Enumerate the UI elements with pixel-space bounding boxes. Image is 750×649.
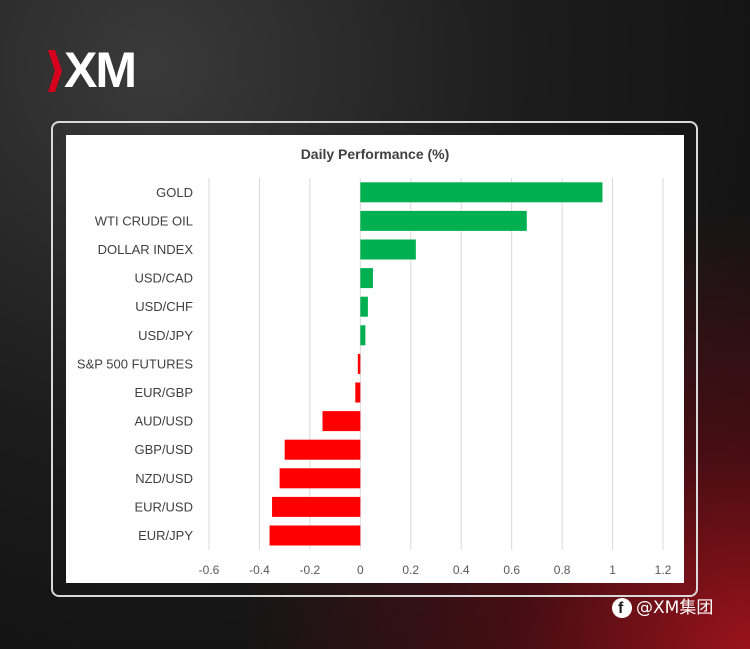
x-tick-label: -0.4 [249,563,270,577]
category-label: USD/CHF [135,299,193,314]
bar [357,353,361,374]
weibo-icon [612,597,632,621]
bar [360,325,366,346]
chart-frame [51,121,698,597]
bar [279,468,361,489]
category-label: USD/CAD [134,271,193,286]
daily-performance-chart: Daily Performance (%) GOLD WTI CRUDE OIL D… [77,146,672,577]
bar [284,439,361,460]
category-label: AUD/USD [134,414,193,429]
category-label: USD/JPY [138,328,193,343]
chart-title: Daily Performance (%) [301,146,450,162]
bar [360,268,373,289]
bar [269,525,361,546]
category-label: EUR/JPY [138,528,193,543]
x-tick-label: 0.2 [402,563,419,577]
category-label: S&P 500 FUTURES [77,356,193,371]
bar [355,382,361,403]
xm-logo-mark-icon [48,50,62,92]
x-tick-label: 1 [609,563,616,577]
bar [360,210,527,231]
xm-logo-text: XM [64,42,137,98]
category-label: GBP/USD [134,442,193,457]
x-tick-label: 0 [357,563,364,577]
category-label: GOLD [156,185,193,200]
x-tick-label: 1.2 [655,563,672,577]
category-label: NZD/USD [135,471,193,486]
x-tick-label: 0.8 [554,563,571,577]
bar [360,182,603,203]
category-label: EUR/USD [134,499,193,514]
bar [360,239,416,260]
bar [322,411,361,432]
category-label: DOLLAR INDEX [98,242,194,257]
weibo-watermark: @XM集团 [612,596,714,621]
x-tick-label: 0.6 [503,563,520,577]
x-tick-label: 0.4 [453,563,470,577]
xm-logo: XM [48,42,158,98]
bar [360,296,368,317]
x-tick-label: -0.2 [300,563,321,577]
watermark-text: @XM集团 [636,598,714,618]
bar [272,496,361,517]
category-label: WTI CRUDE OIL [95,213,193,228]
x-tick-label: -0.6 [199,563,220,577]
chart-panel: Daily Performance (%) GOLD WTI CRUDE OIL D… [66,135,684,583]
category-label: EUR/GBP [134,385,193,400]
